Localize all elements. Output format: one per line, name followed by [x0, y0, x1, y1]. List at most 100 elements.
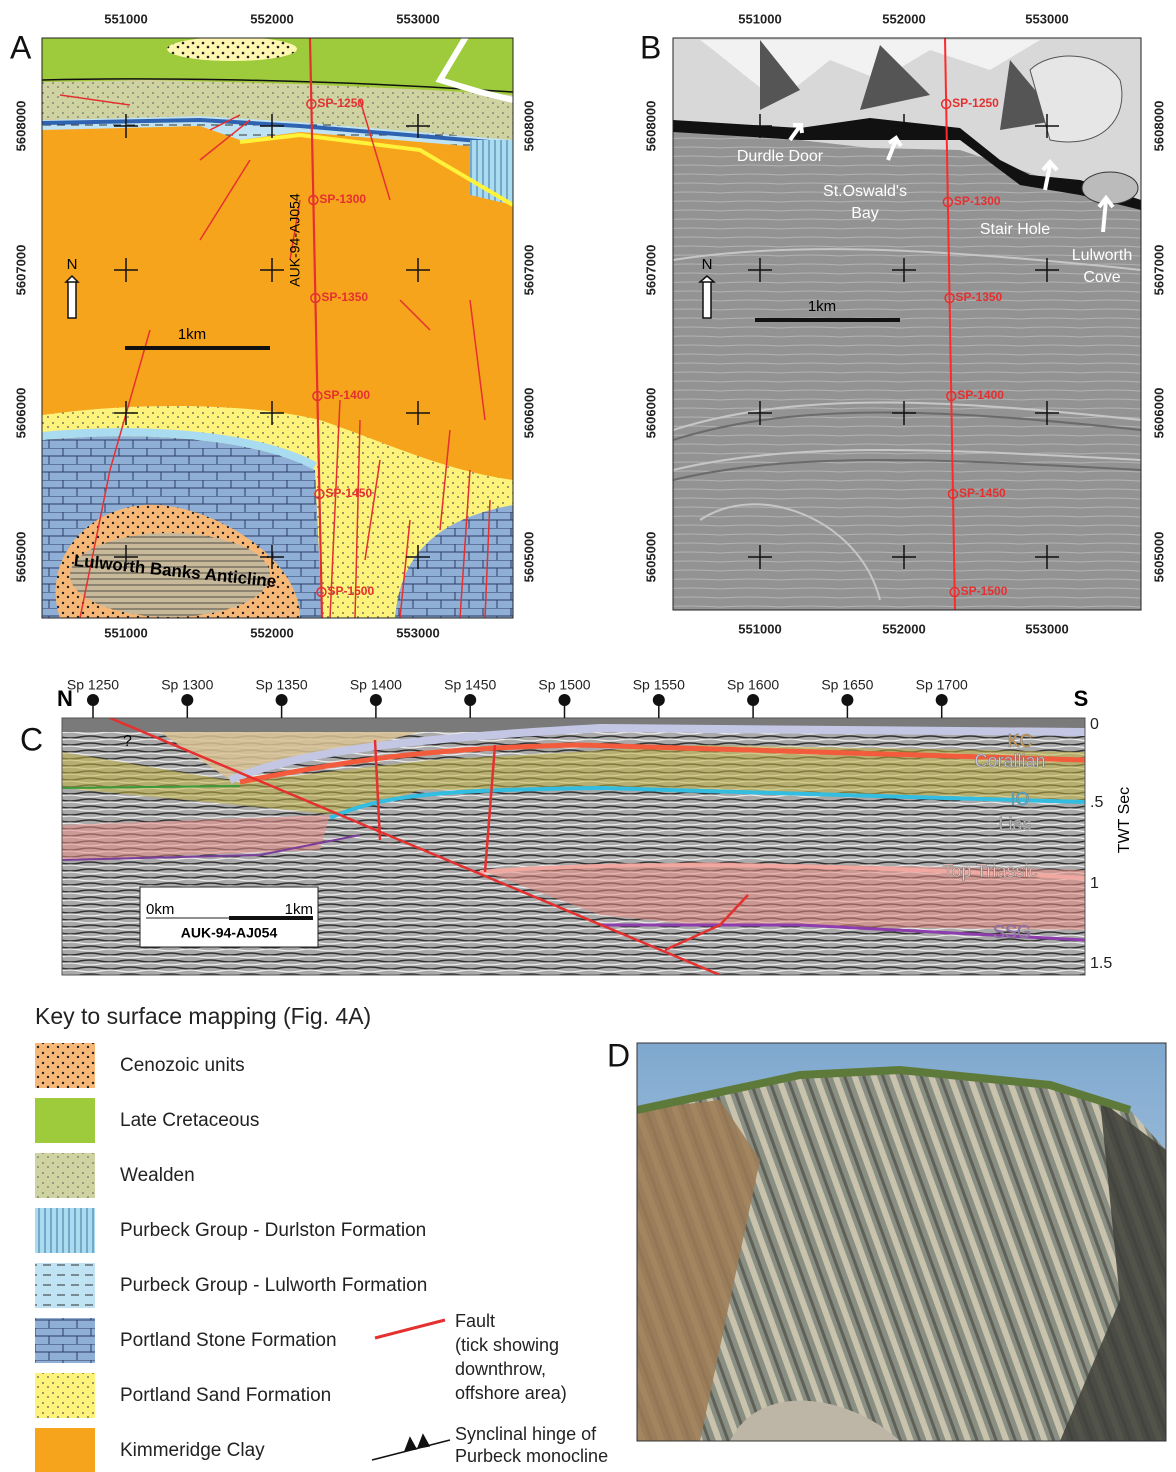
- scale-start: 0km: [146, 901, 174, 918]
- legend-swatch: [35, 1428, 95, 1472]
- legend-swatch: [35, 1318, 95, 1363]
- easting-label: 553000: [396, 11, 439, 26]
- sp-marker: [559, 694, 571, 706]
- line-name: AUK-94-AJ054: [181, 925, 278, 941]
- sp-label: Sp 1450: [444, 677, 496, 693]
- unknown-label: ?: [123, 733, 132, 750]
- place-label: Durdle Door: [737, 148, 824, 165]
- shotpoint-label: SP-1450: [325, 486, 372, 500]
- fault-symbol: [375, 1320, 445, 1338]
- northing-label: 5608000: [521, 101, 536, 152]
- northing-label: 5605000: [13, 532, 28, 583]
- shotpoint-label: SP-1300: [954, 194, 1001, 208]
- hinge-label: Purbeck monocline: [455, 1446, 608, 1466]
- place-label: Stair Hole: [980, 221, 1050, 238]
- sp-label: Sp 1350: [256, 677, 308, 693]
- legend-label: Late Cretaceous: [120, 1110, 259, 1131]
- northing-label: 5607000: [13, 245, 28, 296]
- easting-label: 551000: [104, 625, 147, 640]
- northing-label: 5605000: [521, 532, 536, 583]
- line-name: AUK-94-AJ054: [287, 193, 303, 287]
- sp-marker: [87, 694, 99, 706]
- northing-label: 5606000: [521, 388, 536, 439]
- axis-label: TWT Sec: [1116, 787, 1133, 853]
- sp-marker: [936, 694, 948, 706]
- hinge-label: Synclinal hinge of: [455, 1424, 597, 1444]
- legend-swatch: [35, 1373, 95, 1418]
- sp-label: Sp 1250: [67, 677, 119, 693]
- legend-swatch: [35, 1153, 95, 1198]
- fault-label: offshore area): [455, 1383, 567, 1403]
- northing-label: 5606000: [1151, 388, 1166, 439]
- sp-marker: [370, 694, 382, 706]
- easting-label: 552000: [882, 621, 925, 636]
- fault-label: (tick showing: [455, 1335, 559, 1355]
- sp-label: Sp 1600: [727, 677, 779, 693]
- south-label: S: [1074, 686, 1089, 711]
- north-label: N: [67, 256, 78, 273]
- legend-label: Portland Stone Formation: [120, 1330, 337, 1351]
- north-label: N: [702, 256, 713, 273]
- northing-label: 5606000: [13, 388, 28, 439]
- place-label: St.Oswald's: [823, 183, 907, 200]
- twt-tick-label: 0: [1090, 716, 1099, 733]
- shotpoint-label: SP-1500: [961, 584, 1008, 598]
- legend-swatch: [35, 1263, 95, 1308]
- northing-label: 5607000: [521, 245, 536, 296]
- outcrop-photo: [637, 1043, 1166, 1441]
- legend-label: Purbeck Group - Lulworth Formation: [120, 1275, 427, 1296]
- fault-label: downthrow,: [455, 1359, 546, 1379]
- figure: A N 1km AUK-94-AJ054 Lulworth Banks Anti…: [0, 0, 1176, 1472]
- sp-marker: [653, 694, 665, 706]
- legend-label: Wealden: [120, 1165, 195, 1186]
- northing-label: 5605000: [1151, 532, 1166, 583]
- shotpoint-label: SP-1350: [321, 290, 368, 304]
- northing-label: 5608000: [1151, 101, 1166, 152]
- shotpoint-label: SP-1300: [319, 192, 366, 206]
- place-label: Lulworth: [1072, 247, 1132, 264]
- legend-label: Purbeck Group - Durlston Formation: [120, 1220, 426, 1241]
- shotpoint-label: SP-1250: [952, 96, 999, 110]
- legend-label: Kimmeridge Clay: [120, 1440, 265, 1461]
- hillshade-map: [673, 38, 1141, 610]
- shotpoint-label: SP-1400: [323, 388, 370, 402]
- northing-label: 5605000: [643, 532, 658, 583]
- sp-label: Sp 1400: [350, 677, 402, 693]
- northing-label: 5607000: [1151, 245, 1166, 296]
- northing-label: 5607000: [643, 245, 658, 296]
- panel-label: C: [20, 721, 43, 757]
- scale-end: 1km: [285, 901, 313, 918]
- twt-tick-label: 1: [1090, 875, 1099, 892]
- sp-label: Sp 1500: [538, 677, 590, 693]
- easting-label: 553000: [396, 625, 439, 640]
- easting-label: 552000: [882, 11, 925, 26]
- twt-tick-label: .5: [1090, 794, 1103, 811]
- legend-swatch: [35, 1043, 95, 1088]
- shotpoint-label: SP-1250: [317, 96, 364, 110]
- place-label: Bay: [851, 205, 879, 222]
- panel-label: D: [607, 1037, 630, 1073]
- north-arrow: [66, 276, 78, 318]
- legend-title: Key to surface mapping (Fig. 4A): [35, 1003, 371, 1029]
- hinge-symbol: [372, 1435, 450, 1460]
- horizon-label: SSG: [993, 922, 1031, 942]
- shotpoint-label: SP-1400: [957, 388, 1004, 402]
- horizon-label: KC: [1007, 731, 1032, 751]
- sp-marker: [181, 694, 193, 706]
- legend-swatch: [35, 1098, 95, 1143]
- easting-label: 553000: [1025, 11, 1068, 26]
- easting-label: 552000: [250, 11, 293, 26]
- geology-map: [42, 30, 513, 618]
- shotpoint-label: SP-1500: [327, 584, 374, 598]
- shotpoint-label: SP-1450: [959, 486, 1006, 500]
- sp-label: Sp 1300: [161, 677, 213, 693]
- northing-label: 5608000: [643, 101, 658, 152]
- place-label: Cove: [1083, 269, 1120, 286]
- horizon-label: Lias: [998, 814, 1031, 834]
- twt-tick-label: 1.5: [1090, 955, 1112, 972]
- easting-label: 553000: [1025, 621, 1068, 636]
- sp-marker: [747, 694, 759, 706]
- panel-label: A: [10, 29, 32, 65]
- easting-label: 551000: [738, 11, 781, 26]
- sp-marker: [464, 694, 476, 706]
